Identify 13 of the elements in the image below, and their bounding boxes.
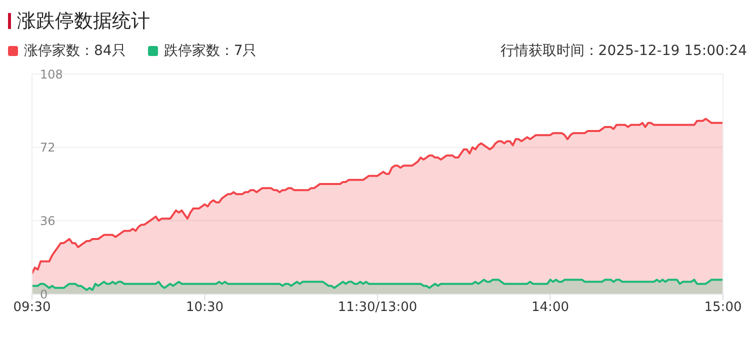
- x-tick-label: 15:00: [704, 300, 742, 316]
- x-tick-label: 14:00: [532, 300, 569, 316]
- legend-label: 涨停家数：84只: [24, 42, 126, 60]
- y-tick-label: 36: [40, 214, 56, 228]
- chart-title: 涨跌停数据统计: [17, 9, 150, 34]
- text: 行情获取时间：2025-12-19 15:00:24: [500, 43, 747, 59]
- y-tick-label: 0: [40, 287, 48, 302]
- x-tick-label: 09:30: [13, 300, 51, 316]
- x-tick-label: 10:30: [186, 300, 224, 316]
- legend-label: 跌停家数：7只: [164, 42, 257, 60]
- y-tick-label: 72: [40, 140, 56, 155]
- x-tick-label: 11:30/13:00: [338, 300, 418, 316]
- y-tick-label: 108: [40, 67, 63, 82]
